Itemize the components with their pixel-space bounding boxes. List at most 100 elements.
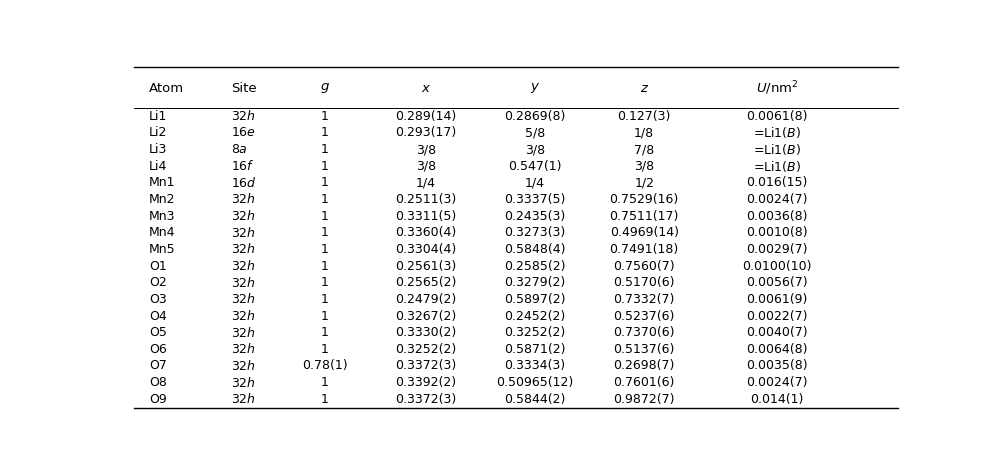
Text: 0.0010(8): 0.0010(8)	[745, 226, 808, 239]
Text: 32$h$: 32$h$	[231, 326, 256, 340]
Text: Atom: Atom	[149, 82, 184, 95]
Text: 0.2698(7): 0.2698(7)	[614, 359, 675, 372]
Text: 0.7370(6): 0.7370(6)	[614, 326, 675, 339]
Text: 0.2511(3): 0.2511(3)	[395, 193, 457, 206]
Text: 1/2: 1/2	[634, 176, 654, 189]
Text: 0.0036(8): 0.0036(8)	[746, 210, 808, 223]
Text: 0.293(17): 0.293(17)	[395, 126, 457, 139]
Text: O7: O7	[149, 359, 167, 372]
Text: 0.0061(8): 0.0061(8)	[746, 110, 808, 123]
Text: 0.3337(5): 0.3337(5)	[504, 193, 565, 206]
Text: 3/8: 3/8	[415, 143, 436, 156]
Text: 0.0035(8): 0.0035(8)	[745, 359, 808, 372]
Text: 1: 1	[321, 143, 329, 156]
Text: 0.5237(6): 0.5237(6)	[614, 309, 675, 322]
Text: 0.78(1): 0.78(1)	[302, 359, 347, 372]
Text: 1: 1	[321, 309, 329, 322]
Text: 32$h$: 32$h$	[231, 259, 256, 273]
Text: 0.014(1): 0.014(1)	[750, 393, 804, 406]
Text: O6: O6	[149, 343, 167, 356]
Text: O5: O5	[149, 326, 167, 339]
Text: 0.0100(10): 0.0100(10)	[742, 260, 812, 273]
Text: 0.5897(2): 0.5897(2)	[504, 293, 565, 306]
Text: 0.0024(7): 0.0024(7)	[746, 193, 808, 206]
Text: =Li1($B$): =Li1($B$)	[752, 142, 801, 157]
Text: 1: 1	[321, 110, 329, 123]
Text: 0.127(3): 0.127(3)	[618, 110, 671, 123]
Text: 0.5844(2): 0.5844(2)	[504, 393, 565, 406]
Text: Mn2: Mn2	[149, 193, 176, 206]
Text: Mn1: Mn1	[149, 176, 176, 189]
Text: $x$: $x$	[421, 82, 431, 95]
Text: 0.3304(4): 0.3304(4)	[395, 243, 457, 256]
Text: 0.5871(2): 0.5871(2)	[504, 343, 565, 356]
Text: 32$h$: 32$h$	[231, 242, 256, 256]
Text: 0.3311(5): 0.3311(5)	[395, 210, 457, 223]
Text: 32$h$: 32$h$	[231, 343, 256, 356]
Text: 1: 1	[321, 210, 329, 223]
Text: 1: 1	[321, 243, 329, 256]
Text: 0.7560(7): 0.7560(7)	[614, 260, 675, 273]
Text: 0.4969(14): 0.4969(14)	[610, 226, 679, 239]
Text: $z$: $z$	[640, 82, 649, 95]
Text: O3: O3	[149, 293, 167, 306]
Text: 0.2435(3): 0.2435(3)	[504, 210, 565, 223]
Text: O9: O9	[149, 393, 167, 406]
Text: 0.50965(12): 0.50965(12)	[496, 376, 573, 389]
Text: 0.3372(3): 0.3372(3)	[395, 393, 457, 406]
Text: Li1: Li1	[149, 110, 168, 123]
Text: 0.3267(2): 0.3267(2)	[395, 309, 457, 322]
Text: 1: 1	[321, 126, 329, 139]
Text: 0.3360(4): 0.3360(4)	[395, 226, 457, 239]
Text: 32$h$: 32$h$	[231, 376, 256, 390]
Text: Site: Site	[231, 82, 257, 95]
Text: $g$: $g$	[320, 81, 330, 95]
Text: 1: 1	[321, 326, 329, 339]
Text: O8: O8	[149, 376, 167, 389]
Text: 0.9872(7): 0.9872(7)	[614, 393, 675, 406]
Text: 0.3273(3): 0.3273(3)	[504, 226, 565, 239]
Text: 0.3252(2): 0.3252(2)	[395, 343, 457, 356]
Text: 0.7511(17): 0.7511(17)	[610, 210, 679, 223]
Text: 0.0040(7): 0.0040(7)	[745, 326, 808, 339]
Text: 0.2479(2): 0.2479(2)	[395, 293, 457, 306]
Text: 32$h$: 32$h$	[231, 309, 256, 323]
Text: 32$h$: 32$h$	[231, 292, 256, 306]
Text: 0.0024(7): 0.0024(7)	[746, 376, 808, 389]
Text: 32$h$: 32$h$	[231, 109, 256, 123]
Text: 0.2565(2): 0.2565(2)	[395, 276, 457, 289]
Text: 0.3252(2): 0.3252(2)	[504, 326, 565, 339]
Text: 7/8: 7/8	[634, 143, 654, 156]
Text: 0.289(14): 0.289(14)	[395, 110, 457, 123]
Text: 0.7332(7): 0.7332(7)	[614, 293, 675, 306]
Text: 1: 1	[321, 160, 329, 173]
Text: 0.3372(3): 0.3372(3)	[395, 359, 457, 372]
Text: Li4: Li4	[149, 160, 168, 173]
Text: =Li1($B$): =Li1($B$)	[752, 125, 801, 140]
Text: O1: O1	[149, 260, 167, 273]
Text: 32$h$: 32$h$	[231, 226, 256, 240]
Text: 0.3334(3): 0.3334(3)	[504, 359, 565, 372]
Text: 1: 1	[321, 193, 329, 206]
Text: 1/4: 1/4	[525, 176, 545, 189]
Text: 0.0022(7): 0.0022(7)	[746, 309, 808, 322]
Text: 0.5170(6): 0.5170(6)	[614, 276, 675, 289]
Text: 3/8: 3/8	[525, 143, 545, 156]
Text: O2: O2	[149, 276, 167, 289]
Text: 5/8: 5/8	[525, 126, 545, 139]
Text: 0.3392(2): 0.3392(2)	[395, 376, 457, 389]
Text: 1/4: 1/4	[415, 176, 436, 189]
Text: 16$e$: 16$e$	[231, 126, 257, 139]
Text: 32$h$: 32$h$	[231, 392, 256, 406]
Text: 1: 1	[321, 226, 329, 239]
Text: 0.3279(2): 0.3279(2)	[504, 276, 565, 289]
Text: 0.3330(2): 0.3330(2)	[395, 326, 457, 339]
Text: 1: 1	[321, 260, 329, 273]
Text: 0.5848(4): 0.5848(4)	[504, 243, 565, 256]
Text: =Li1($B$): =Li1($B$)	[752, 159, 801, 174]
Text: 1: 1	[321, 293, 329, 306]
Text: 0.2869(8): 0.2869(8)	[504, 110, 565, 123]
Text: 0.0056(7): 0.0056(7)	[745, 276, 808, 289]
Text: 3/8: 3/8	[415, 160, 436, 173]
Text: 16$f$: 16$f$	[231, 159, 255, 173]
